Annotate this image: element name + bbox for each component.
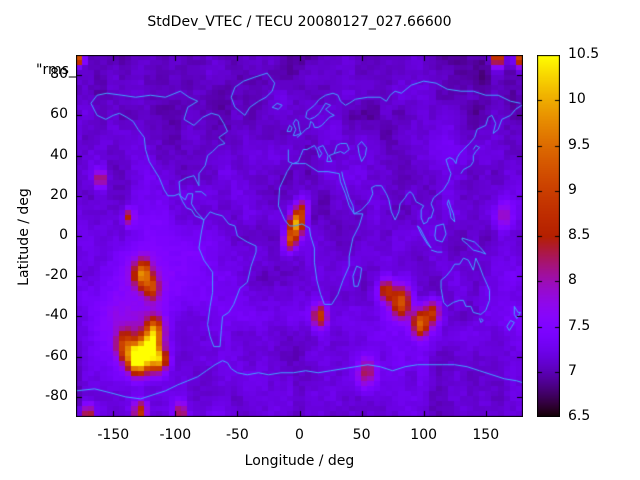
colorbar-tick-label: 7.5 [568, 317, 591, 334]
colorbar-tick-label: 7 [568, 362, 577, 379]
y-tick-label: 40 [50, 146, 68, 163]
y-tick-label: -40 [45, 307, 68, 324]
x-tick-label: 50 [352, 427, 371, 443]
colorbar-tick-label: 8.5 [568, 227, 591, 243]
x-tick-label: -150 [97, 427, 130, 443]
colorbar-tick-label: 10.5 [568, 46, 600, 62]
y-tick-label: 0 [59, 227, 68, 243]
y-tick-label: 80 [50, 66, 68, 83]
colorbar-tick-label: 6.5 [568, 408, 591, 424]
world-heatmap-canvas [76, 55, 523, 417]
y-tick-label: -80 [45, 387, 68, 404]
y-tick-label: 60 [50, 106, 68, 123]
y-tick-label: -20 [45, 267, 68, 284]
y-axis-label: Latitude / deg [16, 188, 32, 286]
plot-title: StdDev_VTEC / TECU 20080127_027.66600 [147, 14, 452, 30]
y-tick-label: -60 [45, 347, 68, 364]
legend-key-text: "rms_ [36, 62, 76, 78]
y-tick-label: 20 [50, 186, 68, 203]
colorbar-tick-label: 9.5 [568, 136, 591, 153]
colorbar-tick-label: 9 [568, 181, 577, 198]
colorbar-tick-label: 10 [568, 91, 586, 108]
x-tick-label: -50 [225, 427, 249, 443]
x-tick-label: -100 [159, 427, 192, 443]
x-tick-label: 0 [295, 427, 304, 443]
colorbar-tick-label: 8 [568, 272, 577, 289]
x-tick-label: 150 [472, 427, 500, 443]
colorbar-canvas [537, 55, 560, 417]
x-axis-label: Longitude / deg [244, 453, 355, 469]
x-tick-label: 100 [410, 427, 438, 443]
